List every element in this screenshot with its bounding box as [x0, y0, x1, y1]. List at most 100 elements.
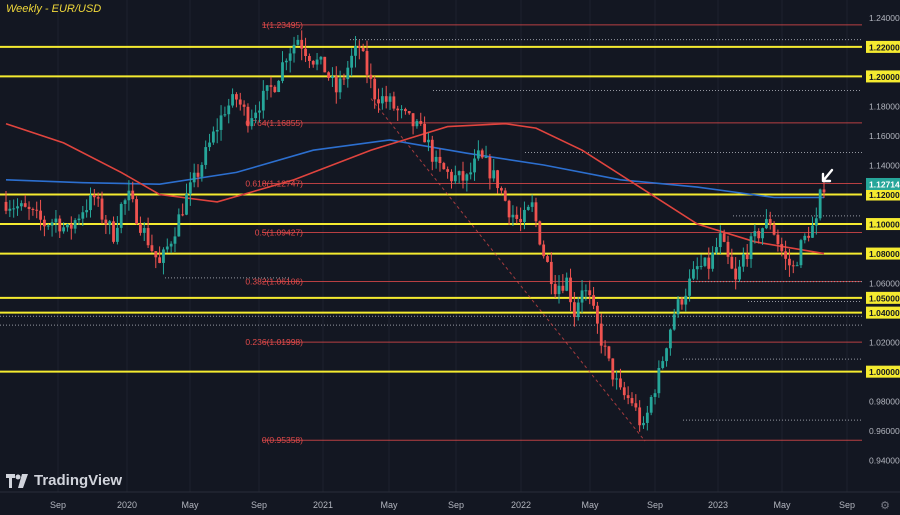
candle: [584, 284, 588, 301]
candle: [89, 187, 92, 218]
candle: [534, 197, 538, 228]
candle: [192, 163, 196, 188]
candle-body: [657, 367, 661, 394]
candle-body: [500, 188, 503, 191]
candle-body: [603, 345, 607, 347]
candle: [791, 260, 795, 274]
candle-body: [695, 266, 699, 270]
candle: [92, 189, 96, 206]
candle-body: [162, 249, 165, 263]
candle: [85, 199, 89, 218]
candle-body: [150, 245, 154, 252]
candle: [277, 79, 281, 93]
candle: [761, 227, 764, 245]
fib-level-label: 1(1.23495): [262, 20, 303, 30]
candlesticks: [4, 30, 826, 432]
candle-body: [446, 169, 450, 172]
candle-body: [780, 244, 784, 252]
fib-level-label: 0.764(1.16855): [245, 118, 303, 128]
candle: [638, 400, 642, 432]
candle: [350, 48, 354, 77]
candle-body: [227, 105, 231, 115]
candle: [261, 80, 265, 119]
candle: [434, 150, 438, 169]
candle: [715, 237, 718, 255]
candle: [661, 356, 665, 370]
candle: [12, 199, 16, 218]
candle: [384, 85, 388, 109]
candle: [43, 215, 46, 237]
candle: [396, 105, 400, 121]
candle: [300, 30, 304, 61]
candle: [235, 92, 238, 108]
candle-body: [19, 203, 23, 207]
candle: [265, 84, 269, 100]
candle: [753, 224, 757, 244]
candle: [511, 205, 515, 226]
candle-body: [557, 285, 561, 295]
candle-body: [142, 228, 146, 233]
candle-body: [519, 218, 523, 223]
candle: [653, 389, 657, 405]
price-level-tag-label: 1.08000: [869, 249, 900, 259]
candle: [523, 201, 526, 230]
candle: [242, 100, 246, 116]
candle-body: [538, 221, 542, 245]
candle-body: [238, 99, 242, 105]
candle-body: [653, 393, 657, 397]
candle: [811, 216, 814, 238]
candle-body: [319, 56, 323, 60]
candle: [407, 111, 411, 115]
candle: [288, 48, 292, 73]
candle: [665, 347, 668, 367]
candle: [430, 135, 434, 171]
candle: [331, 67, 334, 87]
candle: [131, 181, 135, 203]
candle-body: [553, 284, 557, 295]
candle-body: [181, 214, 185, 216]
price-axis-tick: 1.14000: [869, 161, 900, 171]
candle-body: [438, 156, 442, 164]
tradingview-logo-icon: [6, 473, 28, 488]
candle-body: [112, 221, 115, 242]
candle-body: [108, 221, 112, 225]
candle-body: [43, 219, 46, 227]
candle: [23, 194, 27, 208]
candle-body: [223, 114, 227, 116]
candle-body: [776, 234, 780, 245]
candle-body: [427, 139, 430, 143]
candle-body: [569, 277, 572, 303]
candle: [814, 207, 818, 235]
candle-body: [611, 358, 615, 380]
candle-body: [703, 257, 707, 266]
candle-body: [62, 227, 66, 232]
price-axis: 1.24000 1.22000 1.20000 1.18000 1.16000 1.140…: [862, 0, 900, 492]
candle: [546, 254, 549, 263]
candle-body: [92, 194, 96, 198]
candle: [173, 227, 177, 252]
candle-body: [668, 329, 672, 349]
candle: [557, 275, 561, 304]
candle-body: [718, 233, 722, 248]
candle: [181, 203, 185, 217]
time-axis-tick: May: [581, 500, 599, 510]
candle: [380, 87, 384, 110]
candle: [211, 126, 215, 145]
gear-icon[interactable]: ⚙: [880, 500, 890, 512]
candle-body: [684, 295, 688, 305]
candle-body: [665, 348, 668, 362]
candle-body: [315, 59, 319, 65]
support-resistance-levels: [0, 45, 862, 373]
fib-level-label: 0(0.95358): [262, 435, 303, 445]
candle: [450, 169, 453, 189]
candle-body: [46, 225, 50, 227]
candle: [357, 40, 361, 60]
candle: [112, 216, 115, 244]
candle-body: [204, 147, 208, 165]
candle-body: [388, 96, 392, 102]
candle: [177, 208, 181, 237]
fib-level-label: 0.618(1.12747): [245, 178, 303, 188]
candle-body: [54, 218, 58, 223]
time-axis-tick: Sep: [448, 500, 464, 510]
